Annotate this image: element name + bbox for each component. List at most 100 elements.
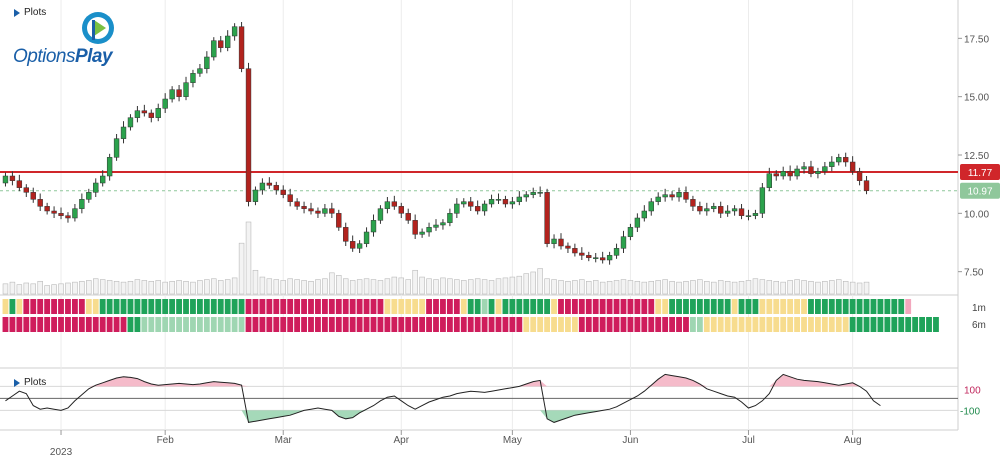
momentum-1m-cell [523,299,530,314]
momentum-1m-cell [752,299,759,314]
volume-bar [58,283,64,295]
candle-body [794,168,800,177]
candle-body [280,189,286,195]
momentum-1m-cell [412,299,419,314]
y-tick-label: 7.50 [964,268,984,279]
candle-body [294,201,300,207]
volume-bar [99,279,106,295]
candle-body [565,245,571,249]
volume-bar [322,278,328,295]
momentum-6m-cell [30,317,37,332]
momentum-1m-cell [662,299,669,314]
momentum-1m-cell [78,299,85,314]
indicator-tick-100: 100 [964,385,981,396]
plots-toggle-top[interactable]: Plots [14,7,46,18]
momentum-6m-cell [210,317,217,332]
volume-bar [342,278,349,295]
momentum-1m-cell [391,299,398,314]
momentum-6m-cell [71,317,78,332]
candle-body [183,82,189,97]
momentum-1m-cell [287,299,294,314]
momentum-1m-cell [565,299,571,314]
momentum-1m-cell [252,299,259,314]
momentum-6m-cell [592,317,599,332]
momentum-1m-cell [321,299,328,314]
candle-body [363,231,370,244]
volume-bar [655,280,661,295]
volume-bar [9,281,16,295]
volume-bar [238,242,245,295]
momentum-1m-cell [815,299,821,314]
momentum-6m-cell [571,317,578,332]
candle-body [169,89,175,100]
candle-body [9,175,16,181]
volume-bar [148,280,155,295]
candle-body [662,194,668,198]
volume-bar [259,276,266,295]
candle-body [481,203,488,212]
momentum-6m-cell [356,317,363,332]
x-tick-label: 2023 [50,447,73,458]
candle-body [655,196,661,202]
volume-bar [370,279,377,295]
volume-bar [711,281,717,295]
momentum-1m-cell [2,299,9,314]
expand-triangle-icon [14,378,20,387]
volume-bar [634,280,641,295]
momentum-6m-cell [419,317,426,332]
momentum-1m-cell [460,299,467,314]
momentum-1m-cell [551,299,557,314]
candle-body [349,241,356,249]
momentum-1m-cell [44,299,51,314]
momentum-1m-cell [641,299,648,314]
candle-body [537,192,543,194]
volume-bar [315,279,321,295]
momentum-6m-cell [683,317,689,332]
momentum-1m-cell [849,299,856,314]
volume-bar [502,277,509,295]
momentum-6m-cell [551,317,557,332]
volume-bar [516,275,523,295]
momentum-1m-cell [530,299,537,314]
candle-body [433,224,439,228]
momentum-6m-cell [676,317,682,332]
candle-body [836,157,842,163]
candle-body [127,117,134,128]
momentum-1m-cell [217,299,224,314]
candle-body [113,138,120,158]
volume-bar [724,280,731,295]
volume-bar [474,278,481,295]
momentum-1m-cell [328,299,335,314]
momentum-1m-cell [259,299,266,314]
plots-toggle-indicator[interactable]: Plots [14,377,46,388]
momentum-6m-cell [245,317,252,332]
momentum-1m-cell [766,299,773,314]
candle-body [23,187,29,193]
candle-body [141,110,148,114]
momentum-6m-cell [342,317,349,332]
volume-bar [815,281,821,295]
momentum-1m-cell [683,299,689,314]
momentum-6m-cell [856,317,863,332]
momentum-6m-cell [912,317,919,332]
momentum-6m-cell [530,317,537,332]
volume-bar [79,280,85,295]
momentum-6m-cell [37,317,44,332]
momentum-1m-cell [433,299,439,314]
candle-body [780,171,786,177]
momentum-6m-cell [745,317,752,332]
volume-bar [606,280,613,295]
momentum-6m-cell [9,317,16,332]
momentum-6m-cell [203,317,210,332]
momentum-6m-cell [190,317,196,332]
candle-body [558,238,564,247]
momentum-6m-cell [92,317,99,332]
momentum-1m-cell [738,299,745,314]
candle-body [405,213,411,221]
volume-bar [481,279,488,295]
candle-body [2,175,9,184]
momentum-1m-cell [113,299,120,314]
volume-bar [731,281,738,295]
